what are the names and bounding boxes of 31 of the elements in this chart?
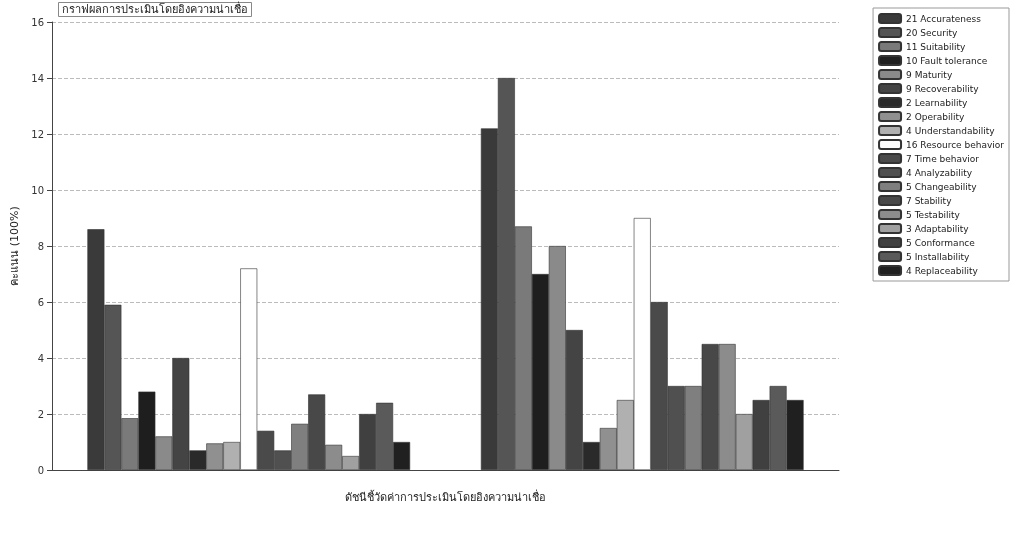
y-tick-label: 16 — [31, 16, 44, 28]
legend-label: 16 Resource behavior — [906, 139, 1005, 150]
legend-label: 2 Operability — [906, 111, 965, 122]
legend-label: 10 Fault tolerance — [906, 55, 988, 66]
legend-label: 5 Testability — [906, 209, 961, 220]
y-tick-label: 6 — [37, 296, 44, 308]
y-axis-title: คะแนน (100%) — [8, 206, 21, 286]
x-axis-title: ดัชนีชี้วัดค่าการประเมินโดยอิงความน่าเชื่อ — [345, 489, 546, 504]
legend-label: 4 Replaceability — [906, 265, 979, 276]
legend-label: 21 Accurateness — [906, 13, 982, 24]
legend-label: 4 Analyzability — [906, 167, 973, 178]
legend-label: 7 Time behavior — [906, 153, 980, 164]
y-tick-label: 8 — [37, 240, 44, 252]
legend-label: 20 Security — [906, 27, 958, 38]
y-tick-label: 4 — [37, 352, 44, 364]
y-tick-label: 2 — [37, 408, 44, 420]
y-tick-label: 0 — [37, 464, 44, 476]
legend-label: 5 Changeability — [906, 181, 978, 192]
legend-label: 5 Installability — [906, 251, 970, 262]
chart-title: กราฟผลการประเมินโดยอิงความน่าเชื่อ — [62, 1, 248, 16]
legend-label: 11 Suitability — [906, 41, 967, 52]
legend-label: 2 Learnability — [906, 97, 969, 108]
legend-label: 9 Recoverability — [906, 83, 980, 94]
legend-label: 7 Stability — [906, 195, 953, 206]
y-tick-label: 12 — [31, 128, 44, 140]
y-tick-label: 14 — [31, 72, 44, 84]
legend-label: 4 Understandability — [906, 125, 996, 136]
legend-label: 9 Maturity — [906, 69, 953, 80]
legend-label: 5 Conformance — [906, 237, 976, 248]
y-tick-label: 10 — [31, 184, 44, 196]
legend-label: 3 Adaptability — [906, 223, 970, 234]
